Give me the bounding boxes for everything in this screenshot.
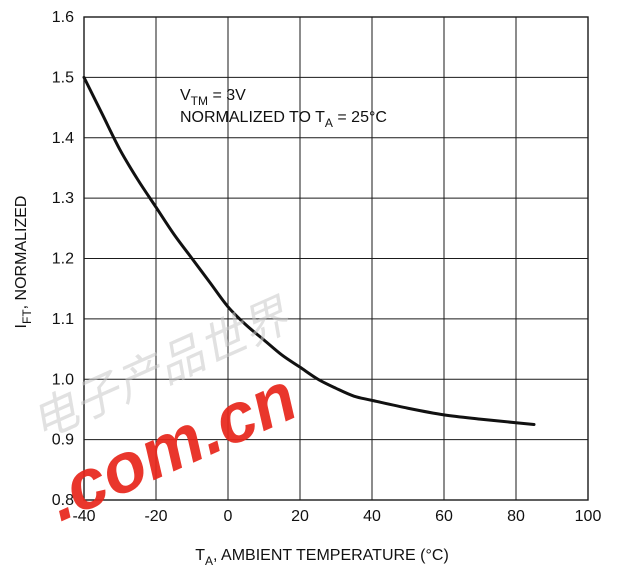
y-tick-label: 1.0	[52, 371, 74, 388]
y-tick-label: 0.8	[52, 492, 74, 509]
series-line	[82, 75, 536, 427]
y-tick-label: 0.9	[52, 432, 74, 449]
x-axis-title: TA, AMBIENT TEMPERATURE (°C)	[195, 547, 449, 567]
x-tick-label: -40	[72, 508, 95, 525]
y-tick-label: 1.5	[52, 69, 74, 86]
y-tick-label: 1.2	[52, 251, 74, 268]
y-axis-title: IFT, NORMALIZED	[13, 196, 34, 329]
x-tick-label: 0	[224, 508, 233, 525]
x-tick-labels: -40 -20 0 20 40 60 80 100	[72, 508, 601, 525]
y-tick-label: 1.6	[52, 9, 74, 26]
plot-frame	[83, 16, 589, 501]
x-tick-label: 60	[435, 508, 453, 525]
annotation-normalized: NORMALIZED TO TA = 25°C	[180, 109, 387, 130]
x-tick-label: -20	[144, 508, 167, 525]
annotation-vtm: VTM = 3V	[180, 87, 246, 108]
x-tick-label: 80	[507, 508, 525, 525]
x-tick-label: 100	[575, 508, 602, 525]
y-tick-label: 1.3	[52, 190, 74, 207]
y-tick-labels: 0.8 0.9 1.0 1.1 1.2 1.3 1.4 1.5 1.6	[52, 9, 74, 509]
x-tick-label: 40	[363, 508, 381, 525]
y-tick-label: 1.1	[52, 311, 74, 328]
y-tick-label: 1.4	[52, 130, 74, 147]
x-tick-label: 20	[291, 508, 309, 525]
